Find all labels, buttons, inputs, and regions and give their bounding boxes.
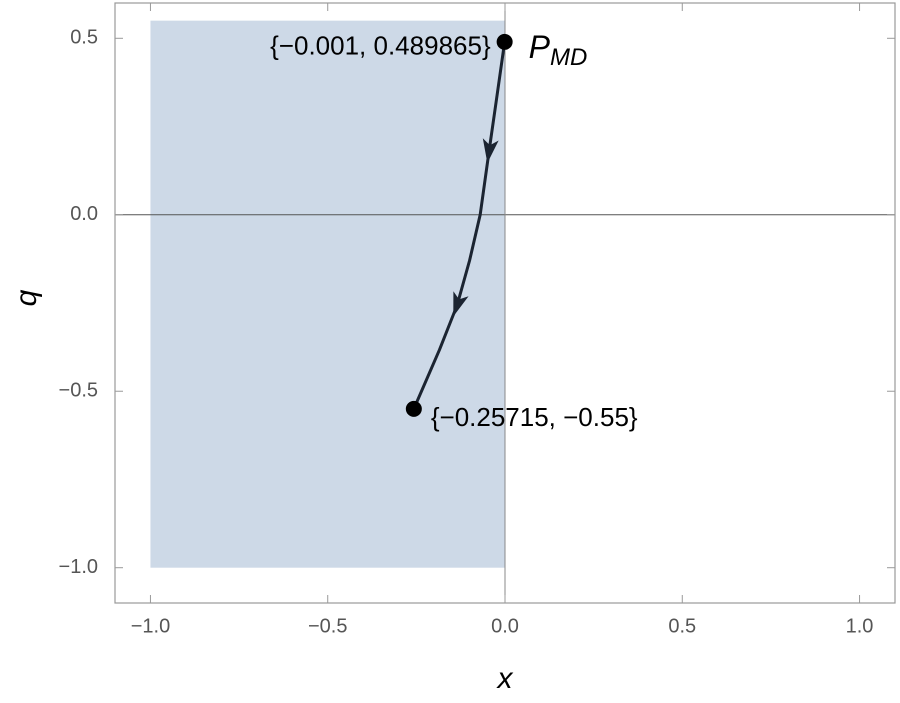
y-tick-label: −1.0 (59, 556, 98, 578)
point-label: {−0.001, 0.489865} (270, 31, 491, 61)
y-tick-label: −0.5 (59, 380, 98, 402)
direction-arrow (482, 138, 499, 164)
x-tick-label: 1.0 (846, 615, 874, 637)
shaded-region (150, 20, 506, 568)
y-tick-label: 0.0 (70, 203, 98, 225)
point (405, 400, 422, 417)
x-tick-label: −0.5 (308, 615, 347, 637)
x-tick-label: 0.5 (668, 615, 696, 637)
marker-label-sub: MD (550, 44, 587, 71)
y-tick-label: 0.5 (70, 27, 98, 49)
x-axis-label: x (496, 662, 514, 695)
x-tick-label: −1.0 (131, 615, 170, 637)
y-axis-label: q (10, 289, 43, 306)
marker-label-main: P (529, 29, 551, 65)
direction-arrow (453, 291, 469, 317)
marker-label: PMD (529, 29, 588, 71)
point (496, 33, 513, 50)
x-tick-label: 0.0 (491, 615, 519, 637)
trajectory (412, 41, 507, 410)
point-label: {−0.25715, −0.55} (431, 402, 638, 432)
